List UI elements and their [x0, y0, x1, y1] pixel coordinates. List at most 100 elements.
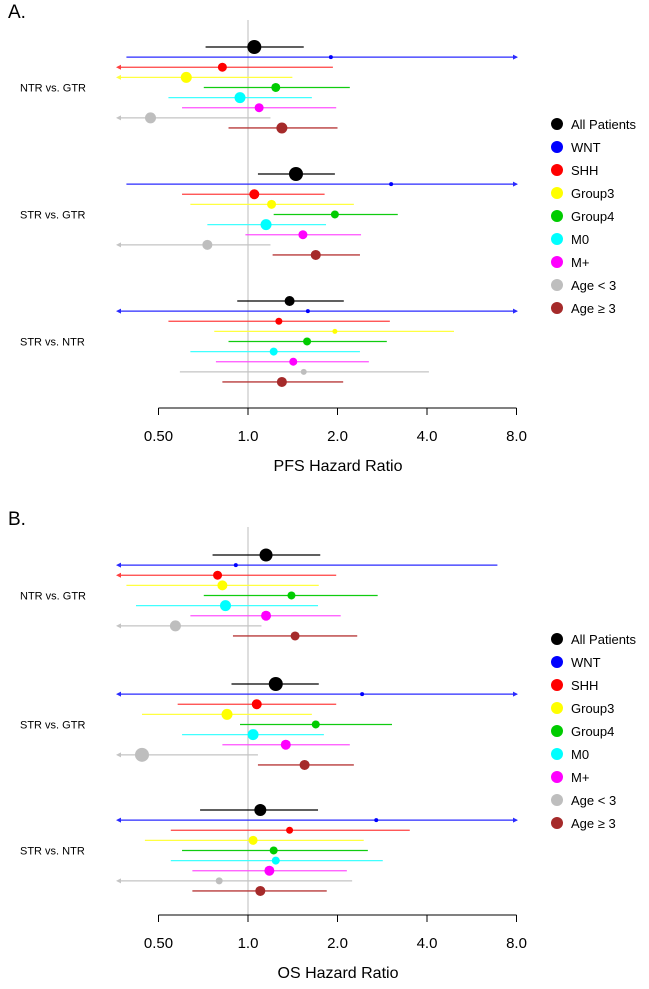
point-estimate	[305, 309, 310, 314]
legend-marker	[551, 164, 563, 176]
legend-label: Age < 3	[571, 278, 616, 293]
legend-marker	[551, 279, 563, 291]
legend-marker	[551, 256, 563, 268]
x-tick-label: 8.0	[506, 428, 527, 445]
estimate-row	[168, 317, 390, 325]
point-estimate	[330, 210, 339, 219]
estimate-row	[116, 62, 333, 72]
legend-item: WNT	[551, 140, 601, 155]
point-estimate	[255, 885, 266, 896]
estimate-row	[126, 54, 518, 60]
estimate-row	[222, 739, 350, 750]
estimate-row	[182, 103, 337, 113]
point-estimate	[289, 357, 298, 366]
arrow-right-icon	[513, 181, 518, 187]
estimate-row	[182, 729, 324, 741]
point-estimate	[217, 580, 228, 591]
point-estimate	[249, 189, 260, 200]
estimate-row	[192, 865, 347, 876]
estimate-row	[126, 181, 518, 187]
point-estimate	[310, 249, 321, 260]
legend: All Patients WNT SHH Group3 Group4 M0 M+ Age < …	[551, 117, 637, 316]
estimate-row	[240, 720, 392, 729]
legend-marker	[551, 771, 563, 783]
estimate-row	[179, 368, 429, 375]
arrow-left-icon	[116, 878, 121, 884]
legend-item: Group4	[551, 724, 614, 739]
arrow-left-icon	[116, 64, 121, 70]
point-estimate	[251, 699, 262, 710]
point-estimate	[261, 610, 272, 621]
x-tick-label: 8.0	[506, 935, 527, 952]
legend-label: WNT	[571, 655, 601, 670]
estimate-row	[190, 610, 341, 621]
estimate-row	[116, 877, 353, 885]
estimate-row	[116, 620, 262, 632]
point-estimate	[213, 570, 223, 580]
group-label: STR vs. GTR	[20, 209, 85, 221]
x-tick-label: 0.50	[144, 935, 173, 952]
estimate-row	[116, 570, 337, 580]
legend: All Patients WNT SHH Group3 Group4 M0 M+ Age < …	[551, 632, 637, 831]
point-estimate	[288, 167, 303, 181]
legend-marker	[551, 702, 563, 714]
estimate-row	[272, 249, 360, 260]
estimate-row	[273, 210, 398, 219]
estimate-row	[116, 239, 271, 250]
point-estimate	[268, 677, 283, 691]
comparison-group: NTR vs. GTR	[20, 548, 498, 641]
estimate-row	[177, 699, 337, 710]
legend-marker	[551, 748, 563, 760]
legend-item: Group3	[551, 186, 614, 201]
point-estimate	[234, 92, 246, 104]
point-estimate	[300, 368, 307, 375]
x-axis-title: PFS Hazard Ratio	[274, 458, 403, 475]
legend-marker	[551, 679, 563, 691]
legend-item: All Patients	[551, 117, 637, 132]
comparison-group: STR vs. GTR	[20, 167, 518, 260]
panel-a: A. 0.50 1.0 2.0 4.0 8.0 PFS Hazard Ratio NTR vs…	[8, 2, 637, 475]
legend-label: Group3	[571, 701, 614, 716]
x-tick-label: 4.0	[417, 428, 438, 445]
legend-item: All Patients	[551, 632, 637, 647]
arrow-left-icon	[116, 308, 121, 314]
point-estimate	[276, 376, 287, 387]
point-estimate	[221, 708, 233, 720]
estimate-row	[116, 747, 258, 762]
legend-item: M0	[551, 747, 589, 762]
estimate-row	[205, 40, 304, 54]
point-estimate	[259, 548, 273, 562]
legend-marker	[551, 725, 563, 737]
legend-item: WNT	[551, 655, 601, 670]
arrow-right-icon	[513, 308, 518, 314]
arrow-left-icon	[116, 562, 121, 568]
estimate-row	[212, 548, 321, 562]
point-estimate	[260, 219, 272, 231]
panel-b: B. 0.50 1.0 2.0 4.0 8.0 OS Hazard Ratio NTR vs.…	[8, 509, 637, 982]
group-label: NTR vs. GTR	[20, 82, 86, 94]
point-estimate	[180, 71, 192, 83]
legend-item: SHH	[551, 678, 598, 693]
estimate-row	[228, 337, 387, 346]
x-tick-label: 1.0	[238, 428, 259, 445]
legend-label: SHH	[571, 163, 598, 178]
estimate-row	[116, 71, 293, 83]
legend-label: SHH	[571, 678, 598, 693]
estimate-row	[222, 376, 344, 387]
legend-label: WNT	[571, 140, 601, 155]
legend-item: Age < 3	[551, 278, 616, 293]
arrow-right-icon	[513, 691, 518, 697]
legend-marker	[551, 210, 563, 222]
arrow-left-icon	[116, 623, 121, 629]
estimate-row	[116, 562, 498, 568]
arrow-left-icon	[116, 572, 121, 578]
x-tick-label: 4.0	[417, 935, 438, 952]
arrow-left-icon	[116, 242, 121, 248]
estimate-row	[257, 759, 354, 770]
legend-label: M+	[571, 255, 589, 270]
point-estimate	[269, 347, 278, 356]
estimate-row	[200, 804, 319, 816]
x-axis: 0.50 1.0 2.0 4.0 8.0 OS Hazard Ratio	[144, 914, 527, 982]
legend-label: M+	[571, 770, 589, 785]
comparison-group: STR vs. GTR	[20, 677, 518, 770]
